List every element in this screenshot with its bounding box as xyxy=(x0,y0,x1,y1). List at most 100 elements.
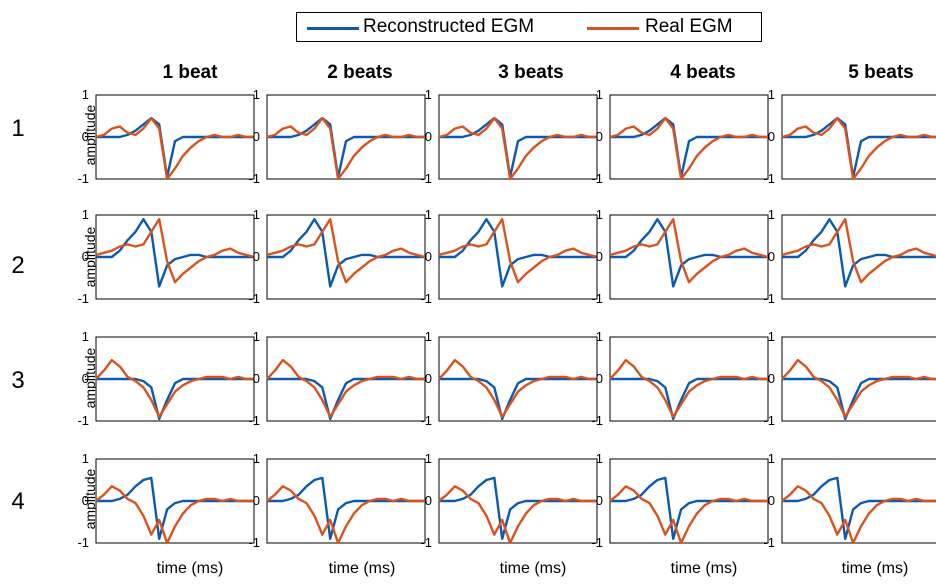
y-tick-label: 0 xyxy=(82,249,89,264)
column-title-5: 5 beats xyxy=(848,62,914,83)
y-tick-label: 1 xyxy=(253,451,260,466)
y-tick-label: -1 xyxy=(420,291,432,306)
reconstructed-egm-line xyxy=(782,217,936,288)
real-egm-line xyxy=(609,485,768,545)
real-egm-line xyxy=(95,217,255,284)
subplot-r1-c2: -1 0 1 xyxy=(248,87,426,186)
y-tick-label: -1 xyxy=(763,171,775,186)
real-egm-line xyxy=(95,358,254,418)
subplot-r3-c5: -1 0 1 xyxy=(763,329,936,428)
y-tick-label: -1 xyxy=(591,171,603,186)
column-title-1: 1 beat xyxy=(162,62,218,83)
y-tick-label: 0 xyxy=(253,493,260,508)
y-tick-label: 0 xyxy=(768,249,775,264)
x-axis-label-col-2: time (ms) xyxy=(328,560,396,577)
column-title-2: 2 beats xyxy=(327,62,393,83)
real-egm-line xyxy=(609,217,769,284)
real-egm-line xyxy=(438,116,597,181)
row-label-4: 4 xyxy=(11,488,25,515)
subplot-r1-c3: -1 0 1 xyxy=(420,87,598,186)
legend-label-reconstructed: Reconstructed EGM xyxy=(363,16,535,37)
y-tick-label: 1 xyxy=(596,329,603,344)
y-tick-label: 1 xyxy=(425,87,432,102)
row-label-1: 1 xyxy=(11,115,25,142)
y-tick-label: 1 xyxy=(768,87,775,102)
real-egm-line xyxy=(609,116,768,181)
reconstructed-egm-line xyxy=(782,476,936,540)
y-tick-label: -1 xyxy=(591,535,603,550)
subplot-r3-c1: -1 0 1 xyxy=(77,329,255,428)
y-tick-label: 1 xyxy=(253,329,260,344)
axes-box xyxy=(781,214,936,300)
subplot-r1-c4: -1 0 1 xyxy=(591,87,769,186)
legend: Reconstructed EGM Real EGM xyxy=(296,12,762,42)
y-tick-label: -1 xyxy=(77,171,89,186)
y-tick-label: 0 xyxy=(82,371,89,386)
y-tick-label: -1 xyxy=(420,171,432,186)
y-tick-label: -1 xyxy=(77,413,89,428)
x-axis-label-col-4: time (ms) xyxy=(670,560,738,577)
y-tick-label: 1 xyxy=(768,329,775,344)
x-axis-label-col-5: time (ms) xyxy=(841,560,909,577)
y-tick-label: 1 xyxy=(596,451,603,466)
subplot-r4-c4: -1 0 1 xyxy=(591,451,769,550)
real-egm-line xyxy=(266,485,425,545)
y-tick-label: 1 xyxy=(425,329,432,344)
y-tick-label: 0 xyxy=(253,129,260,144)
y-tick-label: 1 xyxy=(82,329,89,344)
row-label-2: 2 xyxy=(11,252,25,279)
y-tick-label: 1 xyxy=(82,87,89,102)
subplot-r1-c1: -1 0 1 xyxy=(77,87,255,186)
row-label-3: 3 xyxy=(11,367,25,394)
y-tick-label: -1 xyxy=(248,291,260,306)
y-tick-label: 1 xyxy=(253,87,260,102)
y-tick-label: 0 xyxy=(596,371,603,386)
subplot-r4-c5: -1 0 1 xyxy=(763,451,936,550)
y-tick-label: 0 xyxy=(425,129,432,144)
y-tick-label: 0 xyxy=(82,493,89,508)
y-tick-label: 1 xyxy=(253,207,260,222)
subplot-r2-c4: -1 0 1 xyxy=(591,207,769,306)
real-egm-line xyxy=(266,116,425,181)
real-egm-line xyxy=(609,358,768,418)
real-egm-line xyxy=(781,485,936,545)
y-tick-label: 0 xyxy=(768,129,775,144)
y-tick-label: 0 xyxy=(82,129,89,144)
y-tick-label: -1 xyxy=(77,535,89,550)
y-tick-label: 1 xyxy=(768,207,775,222)
real-egm-line xyxy=(438,358,597,418)
y-tick-label: -1 xyxy=(77,291,89,306)
real-egm-line xyxy=(266,217,426,284)
real-egm-line xyxy=(781,217,936,284)
y-tick-label: 1 xyxy=(596,87,603,102)
y-tick-label: 0 xyxy=(253,371,260,386)
y-tick-label: -1 xyxy=(763,291,775,306)
subplot-r4-c3: -1 0 1 xyxy=(420,451,598,550)
y-tick-label: -1 xyxy=(420,535,432,550)
reconstructed-egm-line xyxy=(96,217,254,288)
y-tick-label: -1 xyxy=(763,413,775,428)
y-tick-label: -1 xyxy=(763,535,775,550)
real-egm-line xyxy=(266,358,425,418)
y-tick-label: 1 xyxy=(425,451,432,466)
x-axis-label-col-1: time (ms) xyxy=(156,560,224,577)
reconstructed-egm-line xyxy=(96,476,254,540)
y-tick-label: 1 xyxy=(768,451,775,466)
y-tick-label: 0 xyxy=(768,371,775,386)
subplot-r4-c2: -1 0 1 xyxy=(248,451,426,550)
y-tick-label: 0 xyxy=(253,249,260,264)
column-title-4: 4 beats xyxy=(670,62,736,83)
real-egm-line xyxy=(95,485,254,545)
y-tick-label: -1 xyxy=(248,535,260,550)
subplot-r3-c4: -1 0 1 xyxy=(591,329,769,428)
subplot-r2-c1: -1 0 1 xyxy=(77,207,255,306)
subplot-r3-c2: -1 0 1 xyxy=(248,329,426,428)
real-egm-line xyxy=(781,358,936,418)
subplot-r2-c2: -1 0 1 xyxy=(248,207,426,306)
y-tick-label: 0 xyxy=(768,493,775,508)
y-tick-label: 0 xyxy=(425,371,432,386)
y-tick-label: -1 xyxy=(591,413,603,428)
y-tick-label: -1 xyxy=(248,171,260,186)
